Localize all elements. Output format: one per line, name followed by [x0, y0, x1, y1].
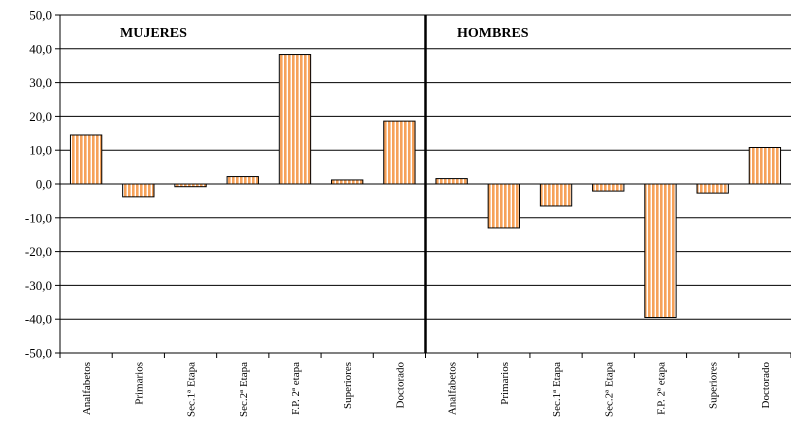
bar-mujeres-0 [69, 134, 103, 185]
category-label: Primarios [499, 362, 511, 405]
bar-hombres-5 [696, 183, 729, 194]
y-tick-label: 30,0 [29, 75, 52, 90]
panel-title-mujeres: MUJERES [120, 26, 187, 41]
bar-hombres-3 [592, 183, 625, 192]
category-label: Analfabetos [447, 362, 459, 415]
panel-title-hombres: HOMBRES [457, 26, 529, 41]
y-tick-label: 40,0 [29, 41, 52, 56]
category-label: Superiores [342, 362, 354, 409]
bar-mujeres-5 [331, 179, 364, 185]
axes [55, 14, 791, 358]
category-label: Sec.1ª Etapa [186, 362, 198, 417]
bar-hombres-1 [487, 183, 520, 229]
category-label: Sec.1ª Etapa [551, 362, 563, 417]
bar-hombres-2 [539, 183, 573, 207]
bars [69, 54, 782, 319]
y-tick-label: -30,0 [25, 278, 52, 293]
category-label: Doctorado [760, 362, 772, 409]
category-label: Analfabetos [81, 362, 93, 415]
category-label: Primarios [133, 362, 145, 405]
y-tick-label: -10,0 [25, 210, 52, 225]
y-tick-label: 50,0 [29, 8, 52, 23]
category-label: Superiores [708, 362, 720, 409]
labels: MUJERES HOMBRES 50,0 40,0 30,0 20,0 10,0 0,0 -… [25, 8, 772, 417]
y-tick-label: 20,0 [29, 109, 52, 124]
bar-hombres-4 [644, 183, 677, 319]
bar-mujeres-2 [174, 183, 207, 188]
category-label: Doctorado [394, 362, 406, 409]
bar-hombres-0 [435, 178, 468, 185]
bar-mujeres-1 [122, 183, 155, 198]
y-tick-label: -20,0 [25, 244, 52, 259]
category-label: F.P. 2ª etapa [290, 362, 302, 415]
bar-mujeres-3 [226, 176, 259, 185]
y-tick-label: -50,0 [25, 346, 52, 361]
bar-hombres-6 [748, 146, 782, 185]
category-label: Sec.2ª Etapa [603, 362, 615, 417]
category-label: Sec.2ª Etapa [238, 362, 250, 417]
bar-mujeres-4 [278, 54, 312, 185]
category-label: F.P. 2ª etapa [655, 362, 667, 415]
y-tick-label: -40,0 [25, 312, 52, 327]
y-tick-label: 0,0 [36, 177, 52, 192]
bar-mujeres-6 [383, 120, 416, 185]
y-tick-label: 10,0 [29, 143, 52, 158]
